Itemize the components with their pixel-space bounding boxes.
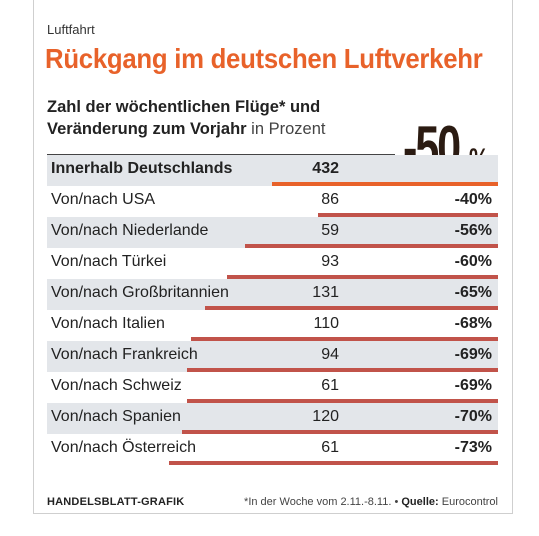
- table-row: Von/nach Niederlande 59 -56%: [47, 217, 498, 248]
- graphic-frame: [33, 0, 513, 514]
- change-bar: [191, 337, 498, 341]
- chart-title: Rückgang im deutschen Luftverkehr: [45, 43, 483, 74]
- row-flights: 61: [321, 439, 339, 456]
- row-label: Von/nach Großbritannien: [51, 284, 229, 301]
- table-row: Von/nach Türkei 93 -60%: [47, 248, 498, 279]
- quelle-value: Eurocontrol: [441, 496, 498, 508]
- change-bar: [169, 461, 498, 465]
- table-row: Innerhalb Deutschlands 432: [47, 155, 498, 186]
- row-label: Innerhalb Deutschlands: [51, 160, 233, 177]
- footnote: *In der Woche vom 2.11.-8.11. • Quelle: …: [244, 496, 498, 508]
- row-flights: 94: [321, 346, 339, 363]
- change-bar: [272, 182, 498, 186]
- row-label: Von/nach Schweiz: [51, 377, 182, 394]
- row-label: Von/nach Niederlande: [51, 222, 209, 239]
- table-row: Von/nach Schweiz 61 -69%: [47, 372, 498, 403]
- row-flights: 110: [313, 315, 339, 332]
- row-label: Von/nach USA: [51, 191, 156, 208]
- row-flights: 86: [321, 191, 339, 208]
- change-bar: [182, 430, 498, 434]
- row-change-label: -65%: [454, 284, 492, 301]
- source-credit: HANDELSBLATT-GRAFIK: [47, 496, 185, 508]
- change-bar: [187, 368, 498, 372]
- table-row: Von/nach Italien 110 -68%: [47, 310, 498, 341]
- row-flights: 131: [312, 284, 339, 301]
- row-change-label: -69%: [454, 346, 492, 363]
- row-label: Von/nach Österreich: [51, 439, 196, 456]
- flights-table: Innerhalb Deutschlands 432 Von/nach USA 86 -…: [47, 155, 498, 465]
- row-change-label: -56%: [454, 222, 492, 239]
- row-change-label: -73%: [454, 439, 492, 456]
- row-change-label: -40%: [454, 191, 492, 208]
- table-row: Von/nach Frankreich 94 -69%: [47, 341, 498, 372]
- table-row: Von/nach USA 86 -40%: [47, 186, 498, 217]
- subtitle-line2: Veränderung zum Vorjahr: [47, 120, 247, 138]
- row-flights: 93: [321, 253, 339, 270]
- change-bar: [205, 306, 498, 310]
- table-row: Von/nach Großbritannien 131 -65%: [47, 279, 498, 310]
- kicker: Luftfahrt: [47, 22, 95, 37]
- chart-subtitle: Zahl der wöchentlichen Flüge* und Veränd…: [47, 96, 325, 140]
- table-row: Von/nach Österreich 61 -73%: [47, 434, 498, 465]
- row-label: Von/nach Türkei: [51, 253, 167, 270]
- header-rule: [47, 154, 395, 155]
- row-flights: 432: [312, 160, 339, 177]
- row-label: Von/nach Italien: [51, 315, 165, 332]
- subtitle-line1: Zahl der wöchentlichen Flüge* und: [47, 98, 321, 116]
- change-bar: [227, 275, 498, 279]
- change-bar: [187, 399, 498, 403]
- row-flights: 120: [312, 408, 339, 425]
- row-change-label: -69%: [454, 377, 492, 394]
- row-change-label: -70%: [454, 408, 492, 425]
- row-change-label: -60%: [454, 253, 492, 270]
- row-label: Von/nach Frankreich: [51, 346, 198, 363]
- quelle-label: Quelle:: [401, 496, 439, 508]
- row-label: Von/nach Spanien: [51, 408, 181, 425]
- row-change-label: -68%: [454, 315, 492, 332]
- row-flights: 59: [321, 222, 339, 239]
- subtitle-unit: in Prozent: [251, 120, 326, 138]
- footnote-text: *In der Woche vom 2.11.-8.11. •: [244, 496, 402, 508]
- change-bar: [318, 213, 498, 217]
- change-bar: [245, 244, 498, 248]
- row-flights: 61: [321, 377, 339, 394]
- table-row: Von/nach Spanien 120 -70%: [47, 403, 498, 434]
